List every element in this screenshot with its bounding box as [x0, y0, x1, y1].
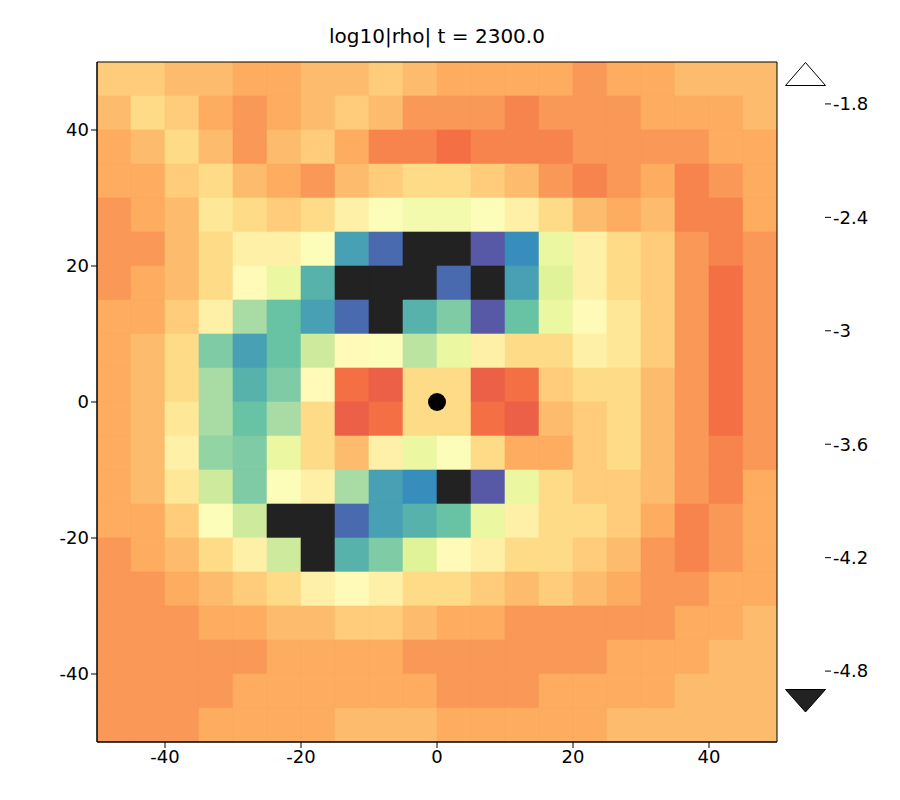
svg-text:-3: -3	[833, 320, 851, 341]
svg-text:-40: -40	[150, 746, 179, 767]
svg-text:-40: -40	[60, 663, 89, 684]
svg-text:20: 20	[66, 255, 89, 276]
svg-text:-4.2: -4.2	[833, 547, 868, 568]
svg-text:-20: -20	[286, 746, 315, 767]
html-text:log10|rho| t = 2300.0: log10|rho| t = 2300.0	[329, 24, 545, 48]
svg-text:-20: -20	[60, 527, 89, 548]
svg-text:-2.4: -2.4	[833, 207, 868, 228]
svg-text:20: 20	[562, 746, 585, 767]
svg-text:-1.8: -1.8	[833, 93, 868, 114]
svg-text:-3.6: -3.6	[833, 434, 868, 455]
svg-text:-4.8: -4.8	[833, 660, 868, 681]
svg-text:0: 0	[78, 391, 89, 412]
svg-text:40: 40	[66, 119, 89, 140]
svg-text:0: 0	[431, 746, 442, 767]
svg-text:40: 40	[698, 746, 721, 767]
